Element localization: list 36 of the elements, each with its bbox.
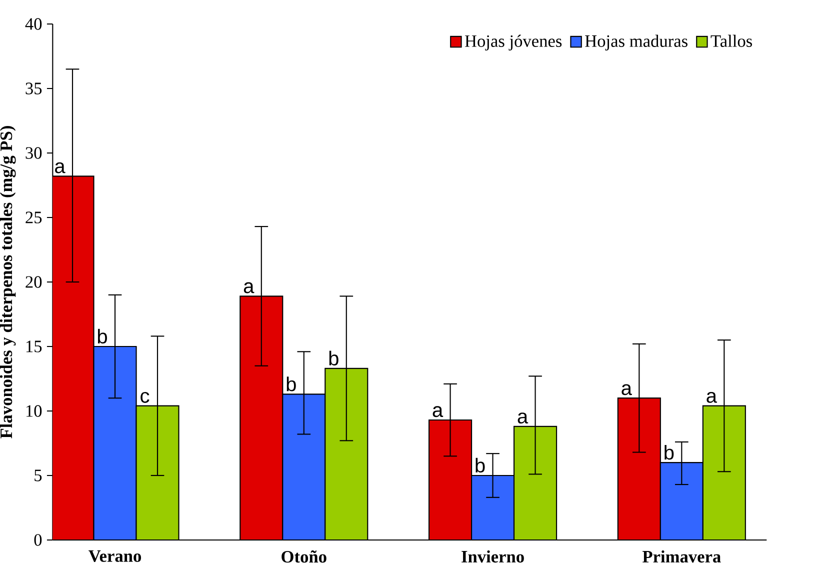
x-tick-label: Invierno — [462, 550, 524, 563]
legend-label: Tallos — [710, 34, 752, 47]
y-tick-label: 15 — [26, 340, 42, 352]
y-tick-label: 35 — [26, 82, 42, 94]
data-label: a — [432, 406, 444, 418]
y-axis-title: Flavonoides y diterpenos totales (mg/g PS) — [0, 126, 16, 438]
legend-label: Hojas maduras — [585, 34, 688, 50]
bar — [325, 368, 368, 540]
data-label: b — [98, 328, 107, 344]
x-tick-label: Otoño — [282, 550, 326, 563]
y-tick-label: 30 — [26, 147, 42, 159]
data-label: b — [329, 350, 338, 366]
y-tick-label: 10 — [26, 405, 42, 417]
data-label: c — [140, 392, 150, 403]
bar — [660, 462, 704, 540]
y-tick-label: 0 — [34, 534, 42, 546]
bar — [514, 426, 557, 540]
data-label: a — [706, 392, 717, 403]
bar — [94, 346, 136, 540]
y-tick-label: 20 — [26, 276, 42, 288]
x-tick-label: Primavera — [642, 550, 721, 563]
y-tick-label: 5 — [34, 470, 42, 482]
y-tick-label: 25 — [26, 212, 42, 224]
x-tick-label: Verano — [88, 550, 142, 562]
bar — [702, 405, 746, 540]
data-label: b — [476, 458, 485, 473]
data-label: a — [518, 412, 528, 424]
data-label: b — [286, 376, 296, 392]
data-label: a — [244, 282, 254, 294]
bar — [282, 394, 326, 540]
y-tick-label: 40 — [25, 18, 42, 30]
bar — [472, 475, 514, 540]
legend-label: Hojas jóvenes — [464, 34, 562, 50]
data-label: a — [55, 162, 66, 174]
data-label: b — [664, 444, 674, 460]
data-label: a — [622, 384, 632, 396]
